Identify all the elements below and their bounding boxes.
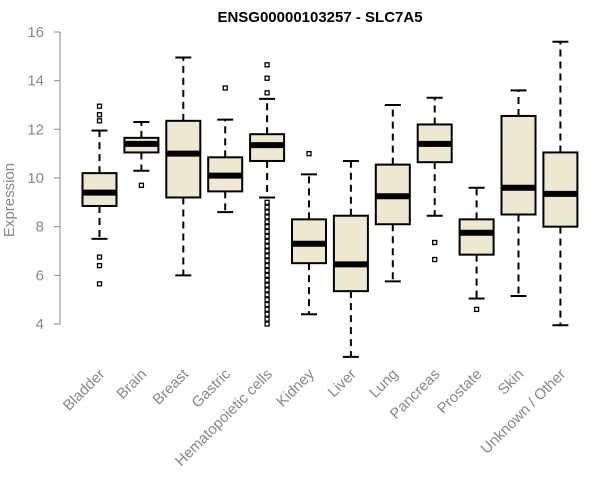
outlier-point — [264, 297, 270, 303]
iqr-box — [542, 151, 579, 228]
iqr-box — [81, 172, 118, 207]
outlier-point — [138, 182, 145, 188]
x-tick-label-breast: Breast — [149, 365, 192, 408]
iqr-box — [332, 214, 369, 293]
outlier-point — [264, 224, 270, 230]
box-unknown-other — [542, 40, 579, 327]
outlier-point — [432, 256, 438, 263]
y-tick-label-4: 4 — [36, 316, 44, 333]
outlier-point — [96, 254, 103, 260]
outlier-point — [264, 204, 270, 210]
box-hematopoietic-cells — [249, 62, 286, 327]
outlier-point — [264, 209, 270, 215]
x-tick-label-brain: Brain — [113, 366, 150, 403]
boxes-group — [81, 40, 579, 358]
y-tick-label-10: 10 — [27, 170, 44, 187]
box-gastric — [207, 85, 244, 214]
outlier-point — [264, 316, 270, 322]
x-tick-label-bladder: Bladder — [60, 366, 109, 415]
outlier-point — [264, 248, 270, 254]
outlier-point — [96, 262, 103, 269]
y-tick-label-16: 16 — [27, 24, 44, 41]
outlier-point — [264, 228, 270, 235]
x-tick-label-lung: Lung — [366, 366, 402, 402]
box-breast — [165, 56, 202, 277]
outlier-point — [264, 272, 270, 278]
outlier-point — [264, 62, 270, 68]
outlier-point — [96, 103, 103, 109]
box-liver — [332, 159, 369, 358]
outlier-point — [264, 277, 270, 283]
y-tick-label-6: 6 — [36, 267, 44, 284]
box-pancreas — [416, 96, 453, 263]
outlier-point — [264, 199, 270, 205]
outlier-point — [264, 282, 270, 288]
outlier-point — [432, 239, 438, 246]
outlier-point — [264, 258, 270, 264]
box-skin — [500, 89, 537, 298]
iqr-box — [500, 114, 537, 216]
outlier-point — [264, 306, 270, 313]
outlier-point — [264, 292, 270, 298]
outlier-point — [222, 85, 228, 91]
outlier-point — [96, 112, 103, 118]
x-tick-label-skin: Skin — [495, 366, 528, 399]
outlier-point — [264, 321, 270, 327]
outlier-point — [264, 301, 270, 308]
outlier-point — [264, 219, 270, 225]
outlier-point — [96, 118, 103, 124]
iqr-box — [165, 119, 202, 199]
y-tick-label-8: 8 — [36, 219, 44, 236]
y-tick-label-14: 14 — [27, 73, 44, 90]
outlier-point — [96, 281, 103, 287]
outlier-point — [264, 311, 270, 317]
outlier-point — [306, 151, 312, 157]
x-tick-label-liver: Liver — [325, 366, 360, 401]
outlier-point — [264, 253, 270, 259]
box-prostate — [458, 186, 495, 313]
outlier-point — [264, 233, 270, 240]
box-lung — [374, 104, 411, 283]
outlier-point — [264, 262, 270, 269]
outlier-point — [264, 75, 270, 81]
outlier-point — [264, 90, 270, 96]
outlier-point — [264, 287, 270, 293]
outlier-point — [264, 243, 270, 249]
outlier-point — [264, 267, 270, 274]
chart-title: ENSG00000103257 - SLC7A5 — [217, 9, 422, 26]
iqr-box — [458, 218, 495, 256]
y-axis-label: Expression — [1, 163, 18, 237]
outlier-point — [264, 214, 270, 220]
outlier-point — [473, 306, 480, 313]
box-kidney — [291, 151, 327, 316]
box-brain — [123, 121, 160, 188]
outlier-point — [264, 238, 270, 244]
y-tick-label-12: 12 — [27, 121, 44, 138]
y-axis: 4 6 8 10 12 14 16 — [27, 24, 61, 333]
box-bladder — [81, 103, 118, 287]
x-tick-label-kidney: Kidney — [273, 365, 318, 410]
x-tick-label-prostate: Prostate — [434, 366, 486, 418]
